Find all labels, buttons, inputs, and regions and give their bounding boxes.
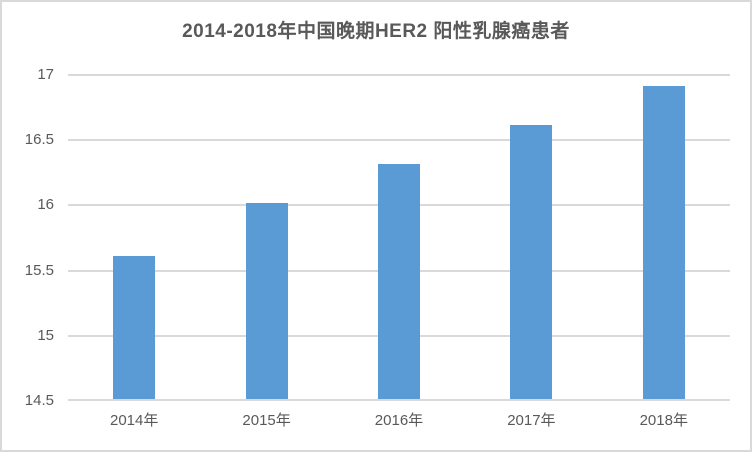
y-axis-tick-label: 15: [37, 326, 54, 344]
x-axis-tick-label: 2014年: [110, 412, 159, 429]
gridline: [68, 139, 730, 142]
bar: [245, 203, 288, 399]
y-axis-tick-label: 15.5: [24, 261, 54, 279]
y-axis-tick-label: 16.5: [24, 131, 54, 149]
plot-area: [68, 74, 730, 401]
x-axis-tick-label: 2016年: [374, 412, 424, 429]
bar: [378, 164, 420, 399]
bar: [113, 255, 156, 399]
y-axis-tick-label: 16: [37, 196, 54, 214]
x-axis-tick-label: 2018年: [639, 412, 688, 429]
bar: [642, 86, 685, 399]
gridline: [68, 74, 730, 76]
y-axis-tick-label: 17: [37, 66, 54, 83]
x-axis-tick-label: 2017年: [507, 412, 556, 429]
y-axis-tick-label: 14.5: [24, 392, 54, 409]
bar: [510, 125, 553, 399]
x-axis-tick-label: 2015年: [242, 412, 291, 429]
chart-title: 2014-2018年中国晚期HER2 阳性乳腺癌患者: [182, 21, 570, 42]
